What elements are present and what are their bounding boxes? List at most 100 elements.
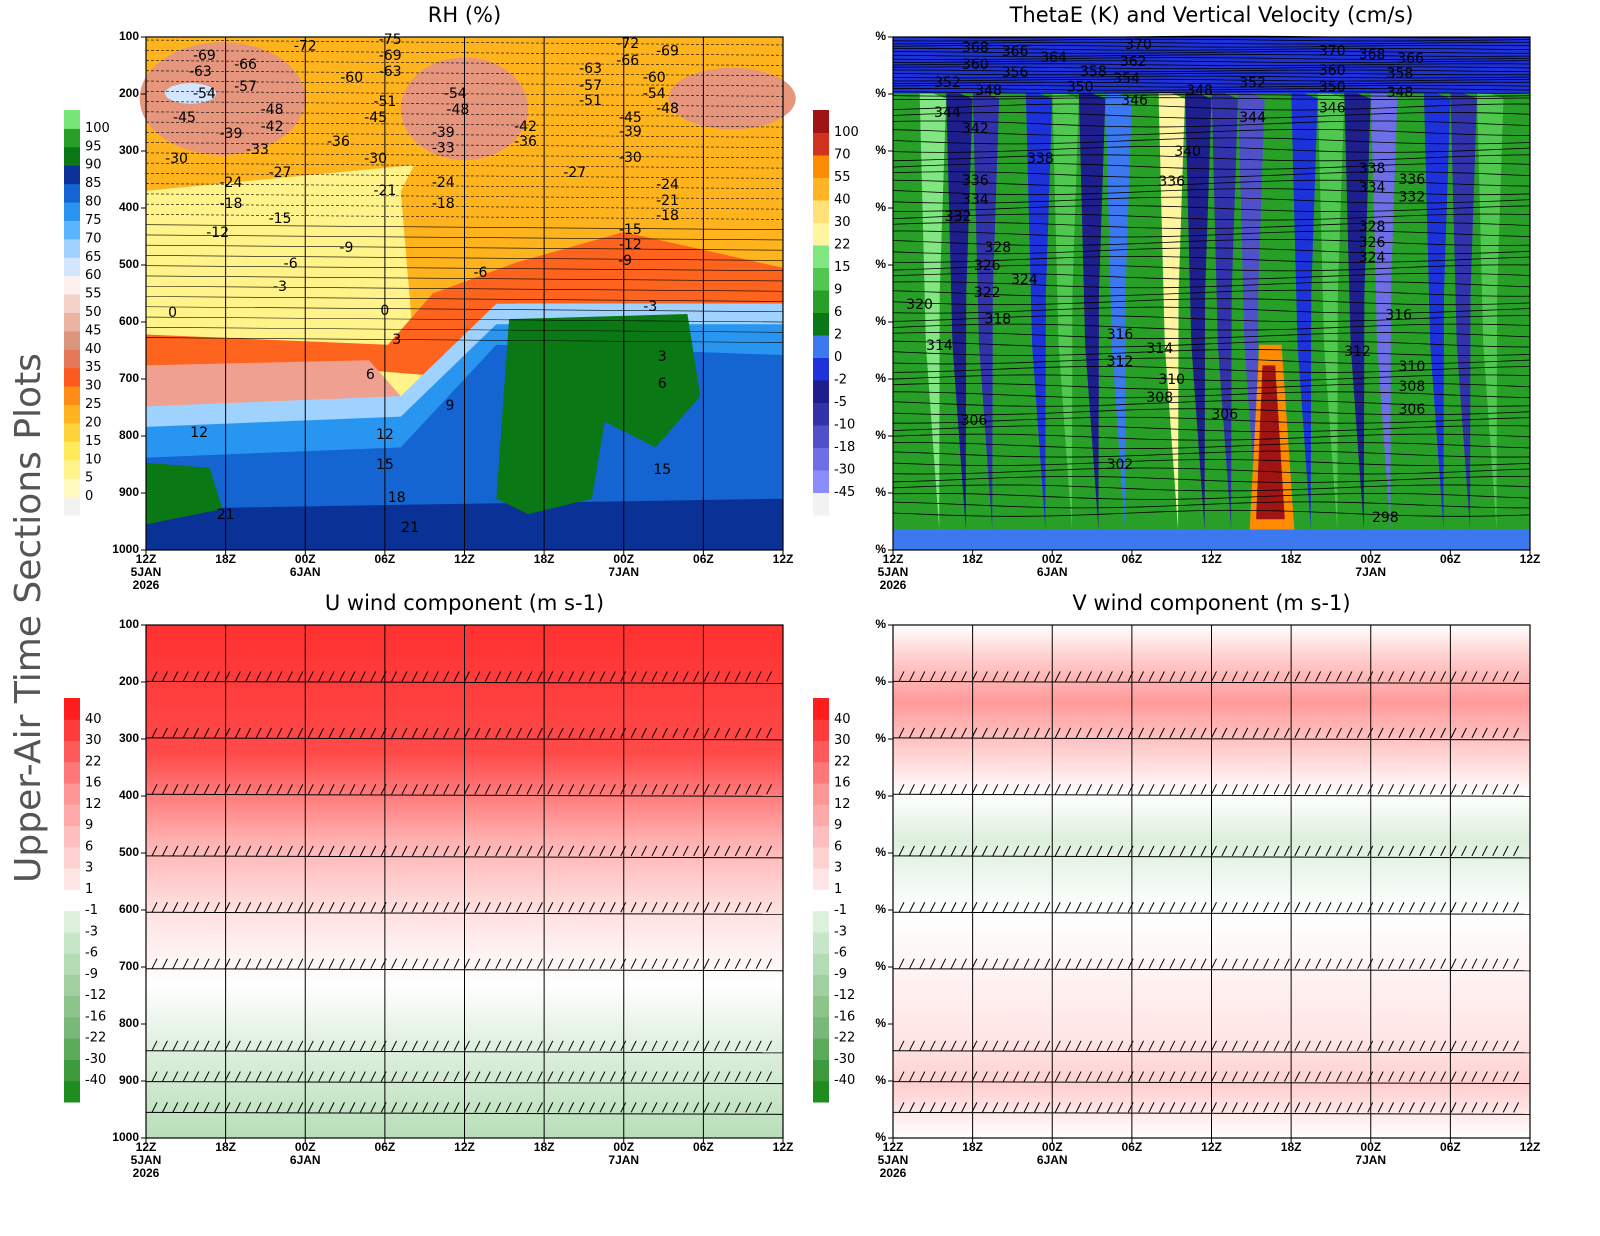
theta-contour: [892, 298, 1531, 306]
barb: [568, 1102, 575, 1113]
barb: [182, 845, 189, 857]
barb: [929, 784, 936, 795]
barb: [714, 727, 720, 739]
x-date-label: 5JAN: [131, 1153, 162, 1167]
barb: [1075, 1040, 1082, 1052]
x-date-label: 6JAN: [1037, 565, 1068, 579]
shading: [1291, 88, 1318, 530]
contour-label: -21: [656, 193, 679, 209]
colorbar-swatch: [64, 995, 80, 1018]
barb: [1200, 671, 1207, 682]
barb: [1096, 1071, 1103, 1082]
barb: [443, 1102, 450, 1113]
shading: [1370, 88, 1398, 530]
colorbar-label: 1: [85, 882, 93, 897]
barb: [919, 845, 926, 857]
barb: [172, 1102, 179, 1113]
barb: [1273, 1102, 1280, 1113]
contour-label: -69: [379, 48, 402, 64]
barb: [557, 671, 564, 682]
barb: [1481, 1071, 1488, 1082]
barb: [464, 1040, 470, 1052]
barb: [1346, 1102, 1353, 1113]
barb: [1283, 784, 1290, 795]
barb: [484, 784, 491, 795]
barb: [161, 1071, 168, 1082]
barb: [1481, 902, 1488, 913]
colorbar-label: 30: [834, 215, 851, 230]
contour-label: -24: [432, 175, 455, 191]
barb: [1148, 671, 1155, 682]
barb: [276, 902, 283, 913]
barb: [568, 902, 575, 913]
barb: [682, 1102, 689, 1113]
barb: [1200, 727, 1207, 739]
barb: [193, 902, 200, 913]
barb: [766, 1071, 773, 1082]
barb: [1481, 1040, 1488, 1052]
barb: [401, 784, 408, 795]
barb: [1388, 727, 1395, 739]
barb: [1356, 1040, 1363, 1052]
barb: [516, 1040, 523, 1052]
barb: [391, 727, 398, 739]
barb: [1086, 727, 1092, 739]
y-tick-label: %: [875, 29, 886, 43]
barb: [755, 1102, 762, 1113]
barb: [1065, 958, 1072, 969]
barb: [203, 1102, 210, 1113]
barb: [359, 958, 366, 969]
barb: [1096, 902, 1103, 913]
colorbar-swatch: [813, 698, 829, 720]
colorbar-swatch: [64, 931, 80, 954]
contour-label: 306: [1211, 407, 1238, 423]
colorbar-swatch: [64, 1059, 80, 1082]
barb: [1471, 845, 1478, 857]
barb: [908, 1071, 915, 1082]
barb: [234, 902, 241, 913]
temp-contour: [145, 132, 784, 138]
colorbar-swatch: [64, 294, 80, 313]
barb: [1304, 1102, 1311, 1113]
barb: [1315, 784, 1322, 795]
barb: [1002, 784, 1009, 795]
barb: [724, 784, 731, 795]
barb: [1054, 1071, 1061, 1082]
x-tick-label: 06Z: [693, 552, 714, 566]
colorbar-swatch: [813, 200, 829, 223]
barb: [182, 1071, 189, 1082]
barb: [1356, 671, 1363, 682]
barb: [609, 1040, 616, 1052]
colorbar-label: -10: [834, 418, 855, 433]
barb: [661, 1071, 668, 1082]
barb: [1513, 1071, 1520, 1082]
contour-label: -30: [165, 151, 188, 167]
barb: [484, 1071, 491, 1082]
contour-label: 368: [962, 40, 989, 56]
contour-label: 326: [1359, 235, 1386, 251]
barb: [1325, 958, 1332, 969]
barb: [745, 727, 752, 739]
barb: [1325, 902, 1332, 913]
barb: [464, 727, 470, 739]
barb: [1315, 1071, 1322, 1082]
barb: [266, 1071, 273, 1082]
barb: [919, 784, 926, 795]
barb: [401, 1040, 408, 1052]
barb: [1075, 958, 1082, 969]
colorbar-swatch: [64, 804, 80, 827]
contour-label: -33: [432, 141, 455, 157]
barb: [370, 784, 377, 795]
barb: [1117, 1040, 1124, 1052]
barb: [1065, 727, 1072, 739]
barb: [1252, 1102, 1259, 1113]
theta-contour: [892, 188, 1531, 196]
barb: [589, 1102, 595, 1113]
barb: [422, 1102, 429, 1113]
barb: [1075, 845, 1082, 857]
barb: [929, 958, 936, 969]
contour-label: -24: [219, 175, 242, 191]
barb: [151, 784, 158, 795]
shading: [1450, 88, 1477, 530]
